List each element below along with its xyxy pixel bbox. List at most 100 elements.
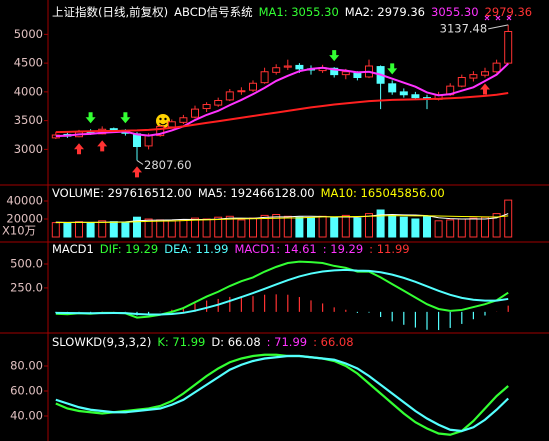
buy-arrow	[97, 140, 108, 152]
volume-bar	[504, 199, 513, 238]
volume-bar	[98, 220, 107, 238]
volume-bar	[446, 219, 455, 238]
volume-bar	[249, 217, 257, 238]
volume-bar	[295, 216, 304, 238]
indicator-line	[55, 62, 509, 138]
indicator-line	[55, 215, 509, 224]
y-tick-label: 4000	[14, 84, 43, 98]
indicator-line	[55, 92, 509, 134]
volume-bar	[272, 214, 281, 238]
unit-label: X10万	[2, 224, 36, 238]
volume-bar	[109, 221, 118, 238]
header-item: MA5: 192466128.00	[198, 186, 315, 200]
volume-bar	[167, 220, 176, 238]
y-tick-label: 500.0	[10, 257, 43, 271]
candle-body	[469, 74, 478, 79]
header-item: ABCD信号系统	[174, 5, 253, 19]
header-item: VOLUME: 297616512.00	[52, 186, 192, 200]
indicator-line	[55, 354, 509, 433]
header-item: DIF: 19.29	[100, 242, 158, 256]
volume-bar	[51, 222, 60, 238]
candle-body	[492, 62, 501, 73]
candle-body	[481, 71, 489, 76]
indicator-line	[55, 260, 509, 319]
volume-bar	[191, 217, 199, 238]
volume-bar	[341, 214, 350, 238]
y-tick-label: 5000	[14, 27, 43, 41]
header-item: : 66.08	[313, 335, 353, 349]
annotation-leader	[488, 24, 509, 30]
y-tick-label: 80.00	[10, 359, 43, 373]
candle-body	[237, 90, 246, 93]
volume-bar	[214, 216, 223, 238]
candle-body	[249, 82, 257, 91]
candle-body	[283, 65, 292, 68]
panel-header: MACD1 DIF: 19.29 DEA: 11.99 MACD1: 14.61 : 1…	[52, 242, 410, 256]
y-tick-label: 40.00	[10, 409, 43, 423]
y-tick-label: 4500	[14, 56, 43, 70]
header-item: K: 71.99	[157, 335, 205, 349]
candle-body	[504, 31, 513, 64]
sell-arrow	[329, 50, 340, 62]
volume-bar	[63, 223, 72, 238]
header-item: MA2: 2979.36	[345, 5, 425, 19]
volume-bar	[75, 221, 83, 238]
candle-body	[191, 108, 199, 118]
buy-arrow	[132, 166, 142, 178]
candle-body	[341, 71, 350, 76]
volume-bar	[283, 215, 292, 238]
candle-body	[457, 77, 466, 87]
header-item: MA1: 3055.30	[259, 5, 339, 19]
candle-body	[202, 104, 211, 110]
candle-body	[260, 71, 269, 84]
indicator-line	[55, 268, 509, 316]
annotation: 3137.48	[440, 21, 488, 35]
volume-bar	[307, 217, 315, 238]
sell-arrow	[387, 63, 398, 75]
candle-body	[144, 134, 153, 147]
volume-bar	[434, 220, 443, 238]
panel-header: 上证指数(日线,前复权) ABCD信号系统 MA1: 3055.30 MA2: 297…	[52, 5, 532, 19]
header-item: SLOWKD(9,3,3,2)	[52, 335, 151, 349]
volume-bar	[469, 217, 478, 238]
y-tick-label: 40000	[6, 194, 43, 208]
candle-body	[156, 125, 165, 137]
header-item: 2979.36	[485, 5, 533, 19]
volume-bar	[399, 216, 408, 238]
volume-bar	[237, 219, 246, 238]
volume-bar	[121, 222, 130, 238]
candle-body	[330, 67, 339, 76]
volume-bar	[86, 222, 95, 238]
y-tick-label: 3000	[14, 142, 43, 156]
candle-body	[388, 83, 397, 93]
header-item: MACD1	[52, 242, 94, 256]
volume-bar	[133, 216, 141, 238]
volume-bar	[492, 213, 501, 238]
header-item: : 11.99	[369, 242, 409, 256]
volume-bar	[388, 214, 397, 238]
candle-body	[179, 117, 188, 123]
candle-body	[214, 100, 223, 106]
candle-body	[225, 91, 234, 101]
header-item: MA10: 165045856.00	[321, 186, 445, 200]
volume-bar	[156, 219, 165, 238]
header-item: MACD1: 14.61	[234, 242, 316, 256]
header-item: DEA: 11.99	[164, 242, 228, 256]
header-item: 3055.30	[431, 5, 479, 19]
volume-bar	[365, 213, 373, 238]
volume-bar	[260, 214, 269, 238]
y-tick-label: 60.00	[10, 384, 43, 398]
sell-arrow	[85, 112, 96, 124]
candle-body	[411, 94, 420, 99]
annotation-leader	[136, 159, 144, 165]
header-item: : 19.29	[323, 242, 363, 256]
volume-bar	[411, 218, 420, 238]
volume-bar	[423, 215, 431, 238]
candle-body	[295, 64, 304, 70]
y-tick-label: 3500	[14, 113, 43, 127]
header-item: : 71.99	[267, 335, 307, 349]
volume-bar	[457, 218, 466, 238]
indicator-line	[55, 213, 509, 223]
smiley	[156, 114, 170, 128]
